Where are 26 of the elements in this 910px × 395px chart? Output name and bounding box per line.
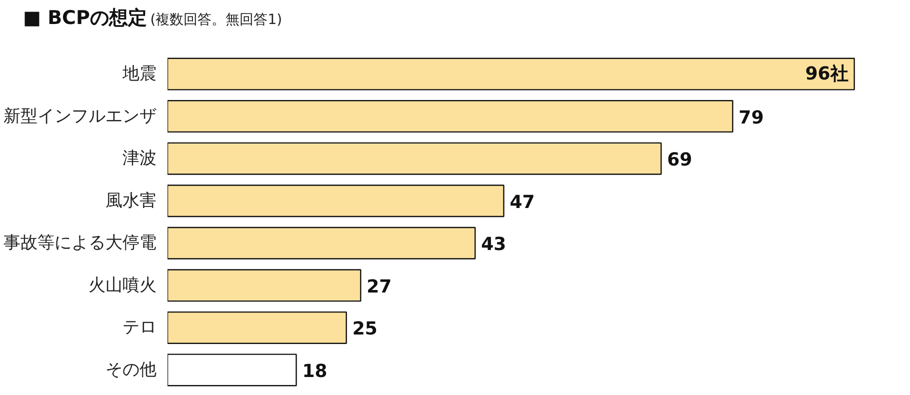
data-label: 69: [667, 150, 692, 171]
chart-subtitle: (複数回答。無回答1): [150, 12, 282, 28]
chart-title: ■ BCPの想定: [23, 7, 147, 29]
bar: [168, 142, 662, 175]
data-label: 27: [366, 276, 392, 298]
y-tick-label: 火山噴火: [88, 275, 156, 296]
y-tick-label: 風水害: [106, 190, 156, 211]
data-label: 18: [302, 360, 328, 382]
y-tick-label: 地震: [122, 64, 156, 84]
y-tick-label: 津波: [122, 148, 156, 169]
bar: [168, 354, 297, 386]
y-tick-label: 事故等による大停電: [4, 233, 156, 254]
y-tick-label: テロ: [122, 318, 156, 338]
data-label: 43: [481, 234, 506, 256]
data-label: 79: [738, 107, 764, 128]
data-label: 47: [510, 192, 535, 213]
bar: [168, 226, 476, 260]
bar: [168, 184, 504, 218]
y-tick-label: 新型インフルエンザ: [4, 106, 156, 126]
bar: [168, 269, 362, 302]
data-label: 25: [352, 318, 378, 340]
bar: [168, 311, 347, 344]
data-label: 96社: [805, 64, 848, 85]
y-tick-label: その他: [106, 360, 156, 380]
bar: [168, 58, 855, 90]
bar: [168, 100, 734, 133]
